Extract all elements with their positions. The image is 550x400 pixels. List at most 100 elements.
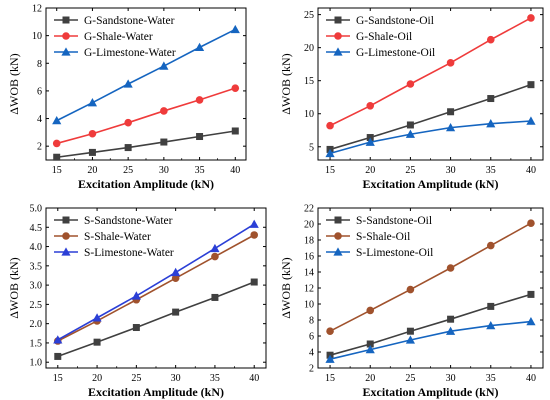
series-g-shale-water [52,84,240,148]
x-axis-title: Excitation Amplitude (kN) [362,385,498,399]
data-point [93,338,101,346]
y-tick-label: 2.5 [30,300,43,311]
data-point [487,302,495,310]
data-point [88,129,97,138]
data-point [196,133,204,141]
data-point [231,127,239,135]
series-s-limestone-oil [325,317,536,363]
y-tick-label: 12 [32,4,42,15]
x-tick-label: 15 [325,373,335,384]
y-axis-title: ΔWOB (kN) [7,53,21,114]
data-point [487,95,495,103]
plot-frame [317,207,544,369]
data-point [325,354,335,363]
data-point [88,148,96,156]
x-tick-label: 35 [486,165,496,176]
series-g-limestone-water [52,24,240,125]
series-line [329,222,532,332]
data-point [446,264,455,272]
legend-label: S-Sandstone-Water [84,215,173,227]
data-point [172,308,180,316]
y-tick-label: 25 [304,10,314,21]
data-point [366,134,374,142]
data-point [406,121,414,129]
x-tick-label: 20 [92,373,102,384]
series-line [329,83,532,151]
data-point [527,290,535,298]
data-point [446,59,455,67]
y-tick-label: 4.0 [30,242,43,253]
y-tick-label: 4 [309,348,314,359]
x-tick-label: 35 [210,373,220,384]
legend-label: G-Limestone-Oil [356,47,435,59]
chart-panel-3: 15 20 25 30 35 40 1.0 1.5 2.0 2.5 3.0 3.5 4.0 4.5 5.0 E… [7,204,267,399]
x-tick-label: 20 [87,165,97,176]
legend-label: S-Sandstone-Oil [356,215,432,227]
data-point [366,340,374,348]
data-point [447,108,455,116]
data-point [405,335,416,344]
x-tick-label: 40 [526,165,536,176]
data-point [124,118,132,127]
y-tick-label: 2.0 [30,319,43,330]
data-point [171,274,180,282]
legend-marker [61,47,71,56]
y-tick-label: 6 [37,86,42,97]
x-tick-label: 30 [171,373,181,384]
x-axis-title: Excitation Amplitude (kN) [362,177,498,191]
data-point [406,80,415,88]
series-g-sandstone-oil [326,81,535,153]
y-axis-title: ΔWOB (kN) [279,257,293,318]
x-tick-label: 15 [52,165,62,176]
legend: S-Sandstone-Oil S-Shale-Oil S-Limestone-Oi… [326,215,433,259]
data-point [159,61,169,70]
legend-marker [62,216,70,224]
series-line [329,320,532,360]
data-point [54,352,62,360]
y-tick-label: 20 [304,220,314,231]
chart-panel-4: 15 20 25 30 35 40 2 4 6 8 10 12 14 16 18 20 22 Excitation… [279,204,544,399]
x-tick-label: 25 [405,373,415,384]
data-point [326,327,334,336]
data-point [53,153,61,161]
data-point [160,138,168,146]
y-tick-label: 10 [304,109,314,120]
data-point [486,321,496,330]
series-line [56,87,236,145]
series-g-shale-oil [326,14,535,130]
data-point [210,243,220,253]
data-point [230,24,240,34]
legend-label: G-Shale-Water [84,31,153,43]
legend-label: G-Shale-Oil [356,31,412,43]
data-point [250,231,259,239]
plot-frame [45,207,267,369]
y-tick-label: 18 [304,236,314,247]
legend-label: G-Limestone-Water [84,47,176,59]
legend-label: S-Limestone-Water [84,247,174,259]
data-point [325,148,335,158]
y-tick-label: 2 [37,142,42,153]
x-tick-label: 15 [53,373,63,384]
x-tick-label: 25 [131,373,141,384]
data-point [132,324,140,332]
series-s-sandstone-water [54,278,258,360]
x-tick-label: 15 [325,165,335,176]
y-tick-label: 2 [309,364,314,375]
data-point [486,35,495,44]
y-tick-label: 5.0 [30,204,43,215]
legend-label: G-Sandstone-Oil [356,15,434,27]
y-axis-title: ΔWOB (kN) [7,257,21,318]
y-tick-label: 20 [304,43,314,54]
data-point [527,219,535,227]
x-axis-title: Excitation Amplitude (kN) [88,385,224,399]
x-tick-label: 40 [230,165,240,176]
legend-marker [334,16,342,24]
legend: G-Sandstone-Oil G-Shale-Oil G-Limestone-Oi… [326,15,435,59]
y-tick-label: 4 [37,114,42,125]
y-tick-label: 3.0 [30,281,43,292]
x-tick-label: 40 [526,373,536,384]
x-tick-label: 30 [446,165,456,176]
y-tick-label: 4.5 [30,223,43,234]
